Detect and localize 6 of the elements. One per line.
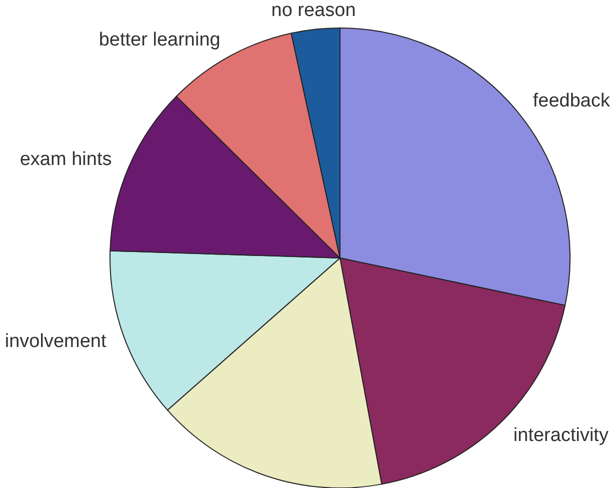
slice-label: interactivity bbox=[513, 424, 609, 446]
slice-label: no reason bbox=[271, 0, 356, 22]
slice-label: feedback bbox=[532, 90, 610, 112]
slice-label: involvement bbox=[4, 331, 107, 352]
slice-label: better learning bbox=[98, 29, 220, 50]
slice-label: exam hints bbox=[20, 149, 112, 170]
